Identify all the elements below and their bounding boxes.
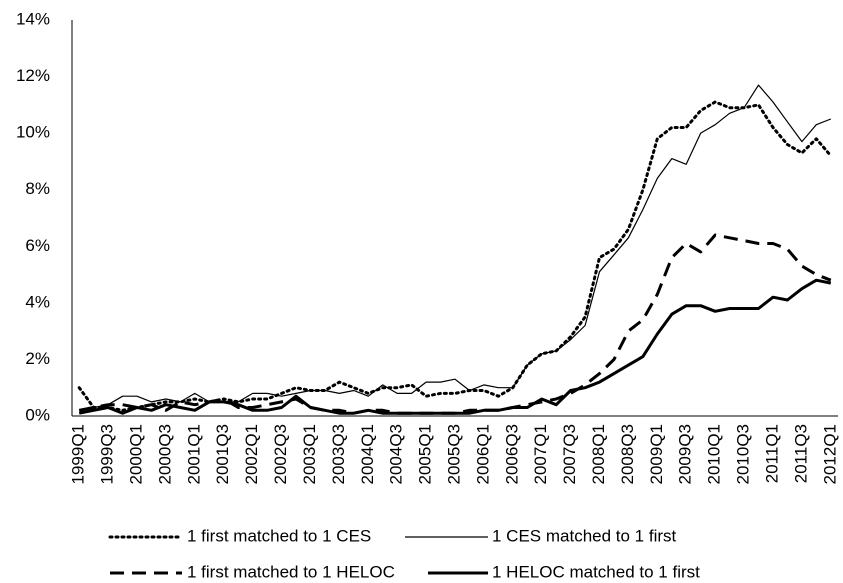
series-line bbox=[78, 233, 832, 415]
y-tick-label: 10% bbox=[16, 123, 50, 142]
legend-label: 1 first matched to 1 HELOC bbox=[187, 562, 395, 581]
x-tick-label: 1999Q1 bbox=[69, 424, 88, 485]
x-tick-label: 2003Q3 bbox=[329, 424, 348, 485]
x-tick-label: 2003Q1 bbox=[300, 424, 319, 485]
x-tick-label: 2004Q3 bbox=[387, 424, 406, 485]
x-tick-label: 2010Q3 bbox=[734, 424, 753, 485]
x-tick-label: 2012Q1 bbox=[820, 424, 839, 485]
x-tick-label: 2009Q3 bbox=[676, 424, 695, 485]
x-tick-label: 2006Q3 bbox=[502, 424, 521, 485]
legend-label: 1 HELOC matched to 1 first bbox=[492, 562, 700, 581]
x-tick-label: 2002Q1 bbox=[242, 424, 261, 485]
x-tick-label: 2008Q3 bbox=[618, 424, 637, 485]
x-tick-label: 2006Q1 bbox=[473, 424, 492, 485]
series-line bbox=[79, 84, 832, 411]
series-line bbox=[78, 278, 832, 415]
x-tick-label: 2001Q1 bbox=[184, 424, 203, 485]
x-tick-label: 2008Q1 bbox=[589, 424, 608, 485]
y-tick-label: 14% bbox=[16, 9, 50, 28]
x-tick-label: 2005Q3 bbox=[444, 424, 463, 485]
x-tick-label: 2005Q1 bbox=[416, 424, 435, 485]
x-tick-label: 1999Q3 bbox=[98, 424, 117, 485]
x-tick-label: 2009Q1 bbox=[647, 424, 666, 485]
x-tick-label: 2001Q3 bbox=[213, 424, 232, 485]
x-tick-label: 2004Q1 bbox=[358, 424, 377, 485]
y-tick-label: 2% bbox=[25, 349, 50, 368]
x-tick-label: 2007Q3 bbox=[560, 424, 579, 485]
x-tick-label: 2010Q1 bbox=[705, 424, 724, 485]
y-tick-label: 0% bbox=[25, 405, 50, 424]
y-tick-label: 12% bbox=[16, 66, 50, 85]
y-tick-label: 4% bbox=[25, 292, 50, 311]
x-tick-label: 2011Q1 bbox=[762, 424, 781, 483]
x-tick-label: 2002Q3 bbox=[271, 424, 290, 485]
series-line bbox=[77, 100, 833, 412]
x-tick-label: 2000Q1 bbox=[127, 424, 146, 485]
y-tick-label: 6% bbox=[25, 236, 50, 255]
legend-label: 1 first matched to 1 CES bbox=[187, 526, 371, 545]
y-tick-label: 8% bbox=[25, 179, 50, 198]
x-tick-label: 2000Q3 bbox=[155, 424, 174, 485]
x-tick-label: 2007Q1 bbox=[531, 424, 550, 485]
x-tick-label: 2011Q3 bbox=[791, 424, 810, 483]
legend-label: 1 CES matched to 1 first bbox=[492, 526, 677, 545]
